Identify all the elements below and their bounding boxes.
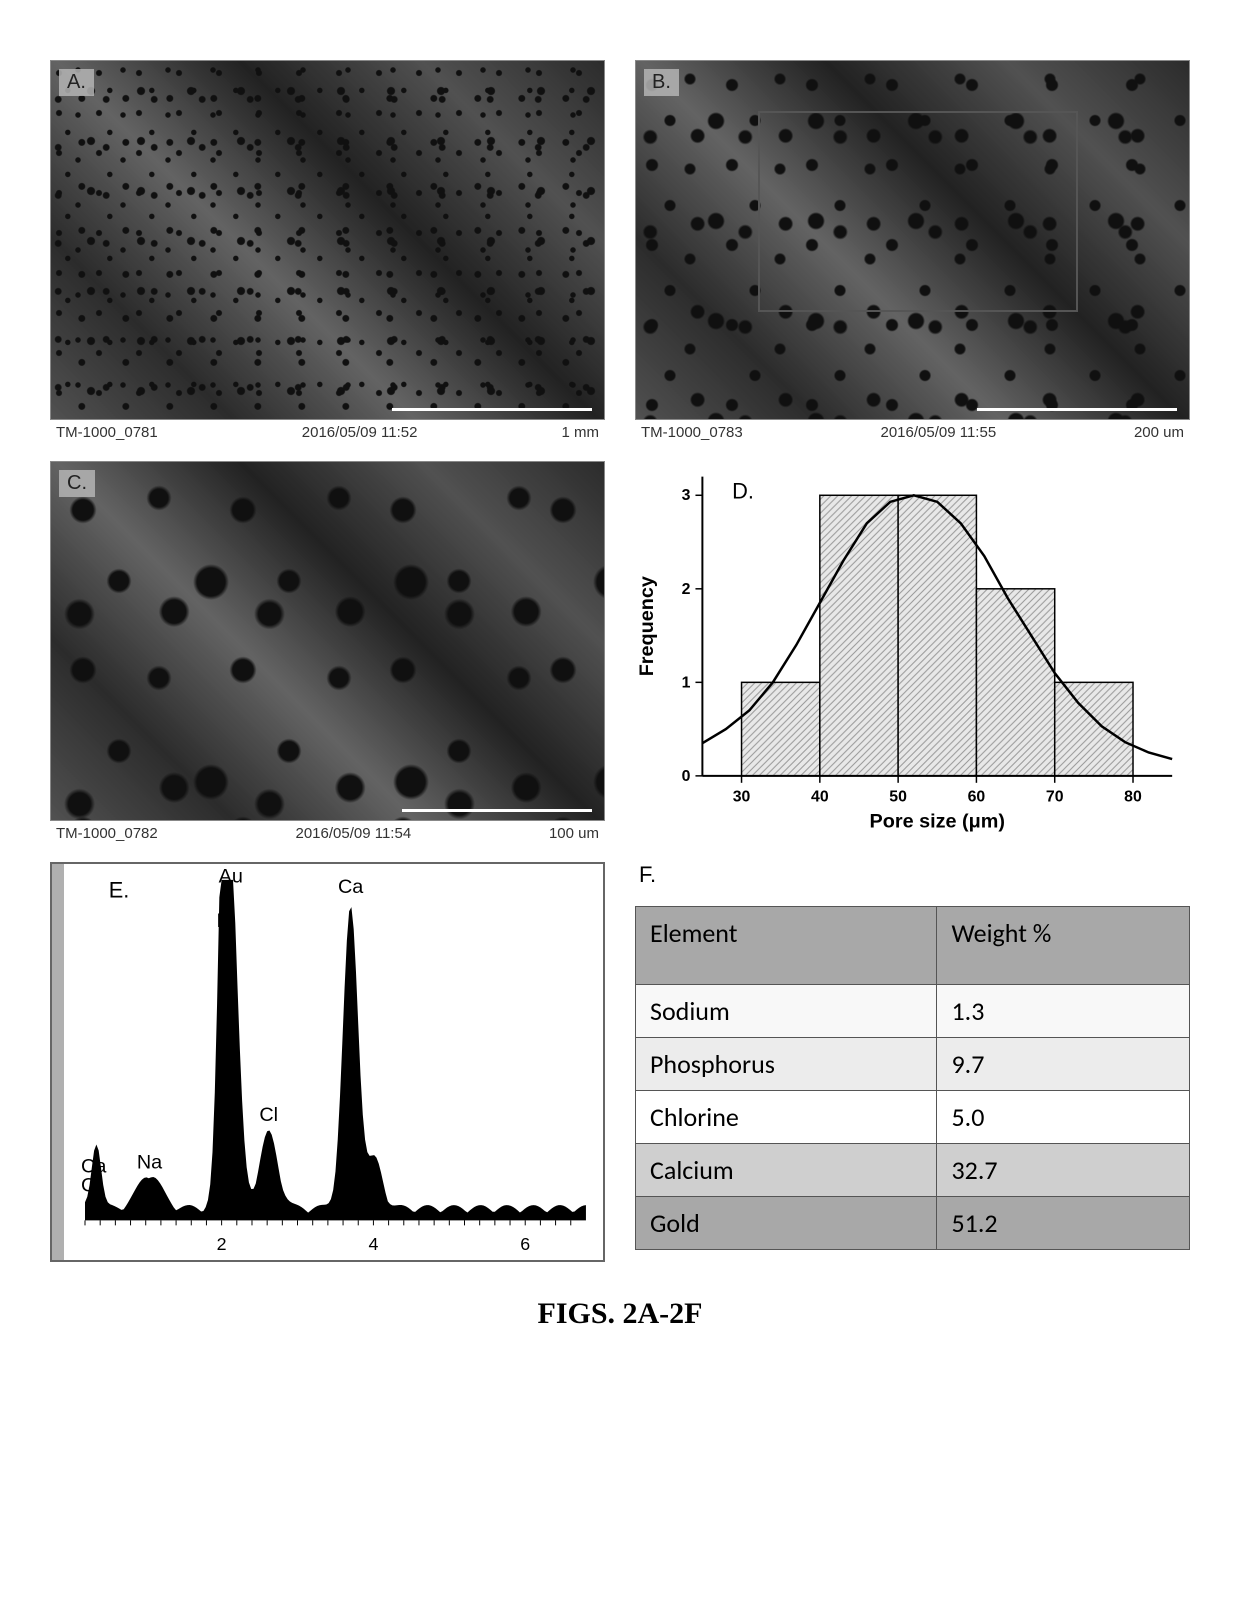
svg-text:70: 70 (1046, 789, 1064, 806)
eds-spectrum: 246CaClNaAuPClCaE. (62, 864, 603, 1260)
cell-element: Sodium (636, 985, 937, 1038)
svg-text:3: 3 (682, 487, 691, 504)
panel-A: A. TM-1000_0781 2016/05/09 11:52 1 mm (50, 60, 605, 441)
cell-weight: 5.0 (937, 1091, 1190, 1144)
figure-grid: A. TM-1000_0781 2016/05/09 11:52 1 mm B.… (50, 60, 1190, 1262)
sem-id-B: TM-1000_0783 (641, 424, 743, 441)
sem-image-C: C. (50, 461, 605, 821)
element-weight-table: Element Weight % Sodium1.3Phosphorus9.7C… (635, 906, 1190, 1250)
svg-text:Frequency: Frequency (636, 576, 658, 676)
svg-text:P: P (217, 910, 230, 932)
svg-text:Ca: Ca (338, 876, 363, 898)
panel-C: C. TM-1000_0782 2016/05/09 11:54 100 um (50, 461, 605, 842)
panel-label-F: F. (639, 862, 1190, 888)
panel-F: F. Element Weight % Sodium1.3Phosphorus9… (635, 862, 1190, 1262)
table-row: Calcium32.7 (636, 1144, 1190, 1197)
scale-bar-A (392, 408, 592, 411)
sem-scale-B: 200 um (1134, 424, 1184, 441)
sem-datetime-C: 2016/05/09 11:54 (296, 825, 412, 842)
sem-image-B: B. (635, 60, 1190, 420)
svg-text:E.: E. (109, 878, 130, 903)
histogram-chart: 30 40 50 60 70 80 0 1 2 3 Pore size (μm) Frequency D… (635, 461, 1190, 841)
sem-id-C: TM-1000_0782 (56, 825, 158, 842)
sem-datetime-A: 2016/05/09 11:52 (302, 424, 418, 441)
cell-weight: 9.7 (937, 1038, 1190, 1091)
sem-id-A: TM-1000_0781 (56, 424, 158, 441)
svg-text:Pore size (μm): Pore size (μm) (870, 810, 1005, 832)
sem-caption-C: TM-1000_0782 2016/05/09 11:54 100 um (50, 821, 605, 842)
sem-texture (636, 61, 1189, 419)
table-row: Gold51.2 (636, 1197, 1190, 1250)
svg-text:D.: D. (732, 478, 754, 503)
table-row: Phosphorus9.7 (636, 1038, 1190, 1091)
svg-text:50: 50 (889, 789, 907, 806)
panel-B: B. TM-1000_0783 2016/05/09 11:55 200 um (635, 60, 1190, 441)
svg-text:6: 6 (520, 1234, 530, 1254)
svg-text:1: 1 (682, 674, 691, 691)
sem-image-A: A. (50, 60, 605, 420)
svg-text:Au: Au (219, 866, 243, 888)
sem-texture (51, 61, 604, 419)
sem-scale-C: 100 um (549, 825, 599, 842)
svg-text:2: 2 (682, 581, 691, 598)
cell-weight: 1.3 (937, 985, 1190, 1038)
table-row: Sodium1.3 (636, 985, 1190, 1038)
panel-label-B: B. (644, 69, 679, 96)
scale-bar-B (977, 408, 1177, 411)
panel-label-C: C. (59, 470, 95, 497)
svg-text:2: 2 (217, 1234, 227, 1254)
svg-text:40: 40 (811, 789, 829, 806)
cell-weight: 51.2 (937, 1197, 1190, 1250)
sem-texture (51, 462, 604, 820)
grey-strip (52, 864, 64, 1260)
svg-text:Na: Na (137, 1152, 162, 1174)
svg-text:80: 80 (1124, 789, 1142, 806)
panel-E: 246CaClNaAuPClCaE. (50, 862, 605, 1262)
svg-text:0: 0 (682, 768, 691, 785)
panel-label-A: A. (59, 69, 94, 96)
sem-datetime-B: 2016/05/09 11:55 (881, 424, 997, 441)
sem-scale-A: 1 mm (562, 424, 600, 441)
svg-text:30: 30 (733, 789, 751, 806)
cell-element: Phosphorus (636, 1038, 937, 1091)
sem-caption-A: TM-1000_0781 2016/05/09 11:52 1 mm (50, 420, 605, 441)
figure-caption: FIGS. 2A-2F (50, 1297, 1190, 1331)
sem-caption-B: TM-1000_0783 2016/05/09 11:55 200 um (635, 420, 1190, 441)
svg-text:60: 60 (968, 789, 986, 806)
cell-element: Chlorine (636, 1091, 937, 1144)
cell-element: Gold (636, 1197, 937, 1250)
cell-weight: 32.7 (937, 1144, 1190, 1197)
svg-text:4: 4 (368, 1234, 378, 1254)
svg-text:Cl: Cl (81, 1174, 100, 1196)
scale-bar-C (402, 809, 592, 812)
cell-element: Calcium (636, 1144, 937, 1197)
svg-text:Cl: Cl (259, 1104, 278, 1126)
col-weight: Weight % (937, 907, 1190, 985)
col-element: Element (636, 907, 937, 985)
panel-D: 30 40 50 60 70 80 0 1 2 3 Pore size (μm) Frequency D… (635, 461, 1190, 841)
table-row: Chlorine5.0 (636, 1091, 1190, 1144)
